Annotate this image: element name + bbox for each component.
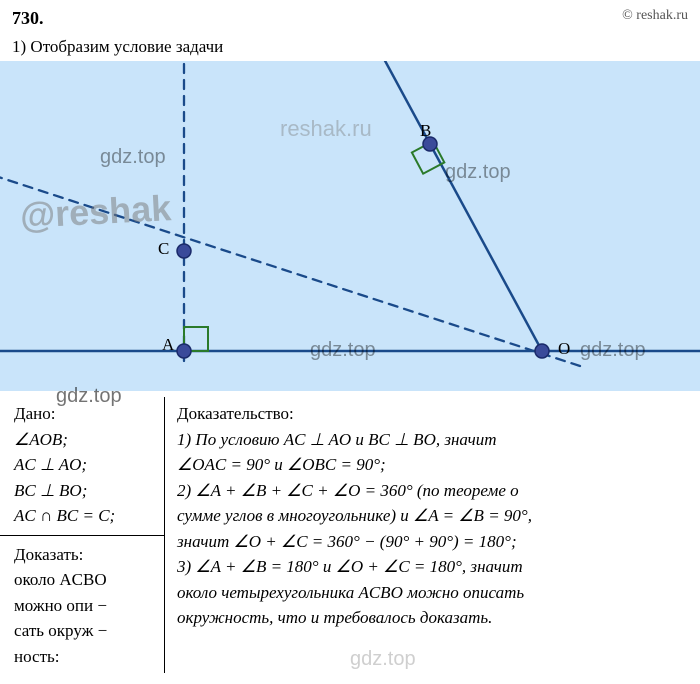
given-lines: ∠AOB;AC ⊥ AO;BC ⊥ BO;AC ∩ BC = C; [14, 427, 154, 529]
proof-body: 1) По условию AC ⊥ AO и BC ⊥ BO, значит∠… [177, 427, 690, 631]
label-c: C [158, 239, 169, 259]
given-line: BC ⊥ BO; [14, 478, 154, 504]
prove-line: около ACBO [14, 567, 154, 593]
point-o [535, 344, 549, 358]
divider-line [0, 535, 164, 536]
proof-section: Дано: ∠AOB;AC ⊥ AO;BC ⊥ BO;AC ∩ BC = C; … [0, 391, 700, 673]
watermark-gdz-bottom: gdz.top [56, 385, 122, 408]
proof-line: 1) По условию AC ⊥ AO и BC ⊥ BO, значит [177, 427, 690, 453]
proof-line: ∠OAC = 90° и ∠OBC = 90°; [177, 452, 690, 478]
given-line: AC ⊥ AO; [14, 452, 154, 478]
proof-given-column: Дано: ∠AOB;AC ⊥ AO;BC ⊥ BO;AC ∩ BC = C; … [0, 397, 165, 673]
label-b: B [420, 121, 431, 141]
proof-line: сумме углов в многоугольнике) и ∠A = ∠B … [177, 503, 690, 529]
proof-line: 2) ∠A + ∠B + ∠C + ∠O = 360° (по теореме … [177, 478, 690, 504]
line-ob [370, 61, 542, 351]
watermark-gdz-3: gdz.top [310, 339, 376, 362]
point-c [177, 244, 191, 258]
watermark-gdz-1: gdz.top [100, 146, 166, 169]
proof-line: значит ∠O + ∠C = 360° − (90° + 90°) = 18… [177, 529, 690, 555]
watermark-gdz-2: gdz.top [445, 161, 511, 184]
prove-lines: около ACBOможно опи −сать окруж −ность: [14, 567, 154, 669]
proof-right-header: Доказательство: [177, 401, 690, 427]
watermark-reshak-ru: reshak.ru [280, 116, 372, 142]
subtitle: 1) Отобразим условие задачи [0, 37, 700, 61]
label-a: A [162, 335, 174, 355]
problem-number: 730. [12, 8, 44, 29]
prove-header: Доказать: [14, 542, 154, 568]
given-line: ∠AOB; [14, 427, 154, 453]
given-line: AC ∩ BC = C; [14, 503, 154, 529]
watermark-reshak-at: @reshak [19, 187, 172, 237]
prove-line: можно опи − [14, 593, 154, 619]
prove-line: сать окруж − [14, 618, 154, 644]
proof-line: 3) ∠A + ∠B = 180° и ∠O + ∠C = 180°, знач… [177, 554, 690, 580]
watermark-gdz-4: gdz.top [580, 339, 646, 362]
proof-right-column: Доказательство: 1) По условию AC ⊥ AO и … [165, 397, 700, 673]
prove-line: ность: [14, 644, 154, 670]
proof-line: окружность, что и требовалось доказать. [177, 605, 690, 631]
header: 730. © reshak.ru [0, 0, 700, 37]
geometry-figure: @reshak reshak.ru gdz.top gdz.top gdz.to… [0, 61, 700, 391]
watermark-gdz-bottom2: gdz.top [350, 648, 416, 671]
source-label: © reshak.ru [622, 8, 688, 24]
label-o: O [558, 339, 570, 359]
point-a [177, 344, 191, 358]
proof-line: около четырехугольника ACBO можно описат… [177, 580, 690, 606]
